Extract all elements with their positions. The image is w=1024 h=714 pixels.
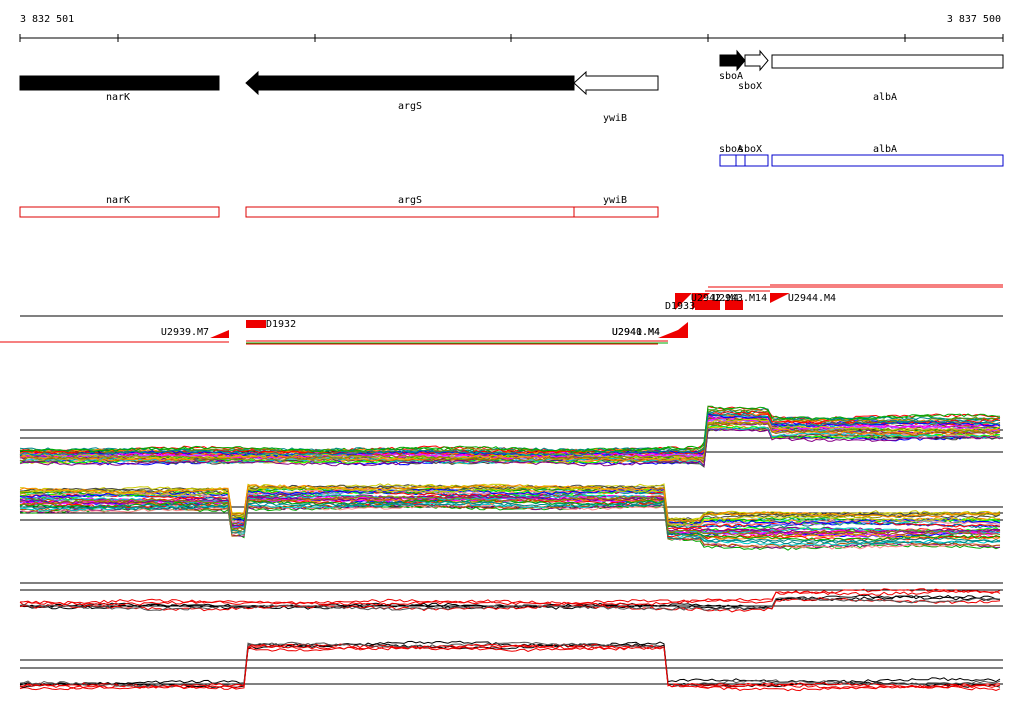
profile xyxy=(19,500,1001,545)
profile xyxy=(19,426,1001,467)
profile xyxy=(19,484,1001,523)
gene-label: narK xyxy=(106,92,130,103)
annotation-label: sboX xyxy=(738,144,762,155)
profile xyxy=(19,421,1001,462)
gene-label: ywiB xyxy=(603,113,627,124)
region-label: narK xyxy=(106,195,130,206)
region xyxy=(19,206,220,218)
profile xyxy=(19,643,1001,690)
annotation xyxy=(735,154,769,167)
transcript-start xyxy=(668,322,688,338)
profile xyxy=(19,484,1001,522)
profile xyxy=(19,418,1001,460)
annotation xyxy=(771,154,1004,167)
profile xyxy=(19,408,1001,455)
profile xyxy=(19,501,1001,546)
transcript-start xyxy=(770,293,790,303)
profile xyxy=(19,503,1001,550)
profile xyxy=(19,420,1001,462)
transcript-start xyxy=(675,293,692,310)
region xyxy=(573,206,659,218)
annotation-label: sboA xyxy=(719,144,743,155)
gene xyxy=(771,54,1004,69)
annotation xyxy=(719,154,737,167)
transcript-start xyxy=(210,330,229,338)
gene xyxy=(719,49,746,72)
transcript-label: U2939.M7 xyxy=(161,327,209,338)
gene xyxy=(573,70,659,96)
transcript-label: U2943.M14 xyxy=(713,293,767,304)
profile xyxy=(19,413,1001,458)
region-label: argS xyxy=(398,195,422,206)
transcript-label: U2941.M4 xyxy=(612,327,660,338)
ruler-start: 3 832 501 xyxy=(20,14,74,25)
profile xyxy=(19,486,1001,526)
profile xyxy=(19,494,1001,535)
gene xyxy=(245,70,575,96)
gene-label: sboX xyxy=(738,81,762,92)
region xyxy=(245,206,575,218)
profile xyxy=(19,495,1001,537)
profile xyxy=(19,488,1001,526)
profile xyxy=(19,405,1001,453)
profile xyxy=(19,495,1001,536)
transcript-block xyxy=(246,320,266,328)
transcript-block xyxy=(695,300,720,310)
profile xyxy=(19,412,1001,457)
gene xyxy=(19,75,220,91)
gene-label: sboA xyxy=(719,71,743,82)
transcript-block xyxy=(725,300,743,310)
ruler-end: 3 837 500 xyxy=(947,14,1001,25)
transcript-label: U2940.M4 xyxy=(612,327,660,338)
transcript-label: D1933 xyxy=(665,301,695,312)
profile xyxy=(19,640,1001,686)
profile xyxy=(19,596,1001,611)
profile xyxy=(19,590,1001,606)
gene-label: argS xyxy=(398,101,422,112)
profile xyxy=(19,500,1001,545)
profile xyxy=(19,484,1001,523)
transcript-label: U2944.M4 xyxy=(788,293,836,304)
gene-label: albA xyxy=(873,92,897,103)
gene xyxy=(744,49,769,72)
transcript-label: U2942.M4 xyxy=(691,293,739,304)
region-label: ywiB xyxy=(603,195,627,206)
transcript-label: D1932 xyxy=(266,319,296,330)
annotation-label: albA xyxy=(873,144,897,155)
profile xyxy=(19,428,1001,467)
